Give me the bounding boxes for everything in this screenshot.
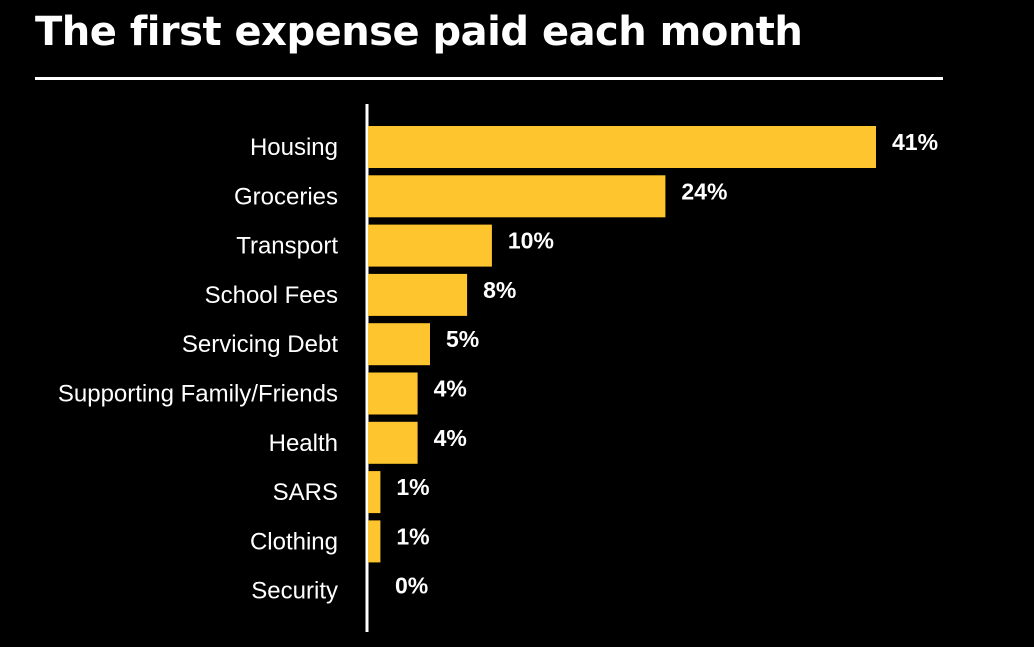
category-label: Health <box>269 430 338 457</box>
value-label: 41% <box>892 129 938 155</box>
category-label: Supporting Family/Friends <box>58 381 338 408</box>
category-label: Transport <box>236 233 338 260</box>
bar-school-fees <box>368 273 468 316</box>
category-label: Servicing Debt <box>182 331 338 358</box>
value-label: 5% <box>446 326 479 352</box>
bar-groceries <box>368 175 666 218</box>
bar-housing <box>368 126 876 168</box>
bar-sars <box>368 471 381 514</box>
bar-health <box>368 421 418 464</box>
value-label: 0% <box>395 573 428 599</box>
category-label: SARS <box>273 479 338 506</box>
bar-transport <box>368 224 492 267</box>
value-labels-group: 41%24%10%8%5%4%4%1%1%0% <box>395 129 938 599</box>
category-labels-group: Housing Groceries Transport School Fees Serv… <box>58 134 338 605</box>
value-label: 1% <box>396 474 429 500</box>
value-label: 4% <box>434 376 467 402</box>
bar-clothing <box>368 520 381 563</box>
chart-title: The first expense paid each month <box>35 9 803 55</box>
title-divider <box>35 77 943 80</box>
value-label: 24% <box>681 178 727 204</box>
bar-supporting-family-friends <box>368 372 418 415</box>
bars-group <box>368 126 876 563</box>
category-label: Housing <box>250 134 338 161</box>
category-label: Groceries <box>234 183 338 210</box>
value-label: 4% <box>434 425 467 451</box>
bar-servicing-debt <box>368 323 430 366</box>
category-label: Security <box>251 578 338 605</box>
value-label: 8% <box>483 277 516 303</box>
value-label: 10% <box>508 228 554 254</box>
value-label: 1% <box>396 523 429 549</box>
category-label: Clothing <box>250 528 338 555</box>
category-label: School Fees <box>205 282 338 309</box>
